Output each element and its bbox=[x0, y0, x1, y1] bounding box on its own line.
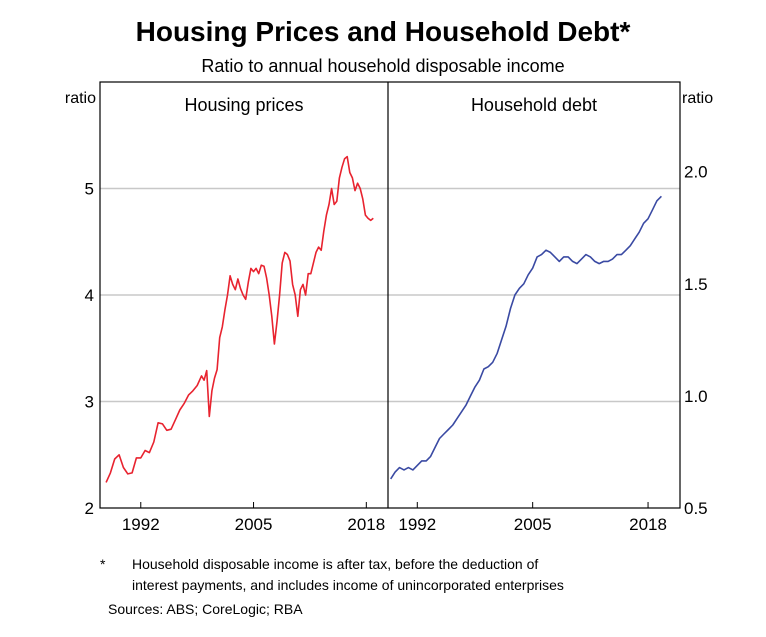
plot-border bbox=[99, 81, 681, 509]
x-tick-label: 1992 bbox=[398, 515, 436, 534]
grid-lines bbox=[100, 187, 680, 403]
footnote: * Household disposable income is after t… bbox=[100, 554, 564, 596]
sources-note: Sources: ABS; CoreLogic; RBA bbox=[108, 601, 303, 617]
y-tick-label-right: 0.5 bbox=[684, 499, 708, 518]
footnote-line-1: Household disposable income is after tax… bbox=[132, 556, 539, 572]
y-tick-label-left: 3 bbox=[85, 393, 94, 412]
x-tick-label: 2005 bbox=[235, 515, 273, 534]
household-debt-line bbox=[390, 195, 662, 480]
x-tick-label: 2018 bbox=[629, 515, 667, 534]
axis-labels: ratio ratio Housing prices Household deb… bbox=[65, 90, 713, 115]
housing-prices-line bbox=[105, 155, 374, 483]
x-tick-label: 1992 bbox=[122, 515, 160, 534]
chart-frame bbox=[99, 81, 681, 509]
y-tick-label-left: 2 bbox=[85, 499, 94, 518]
y-axis-label-right: ratio bbox=[682, 90, 713, 107]
tick-labels: 2 3 4 5 0.5 1.0 1.5 2.0 1992 2005 2018 1992 2005 2018 bbox=[85, 163, 708, 534]
panel-title-household-debt: Household debt bbox=[471, 95, 597, 115]
y-tick-label-right: 2.0 bbox=[684, 163, 708, 182]
y-tick-label-left: 4 bbox=[85, 286, 94, 305]
y-axis-label-left: ratio bbox=[65, 90, 96, 107]
y-tick-label-right: 1.5 bbox=[684, 275, 708, 294]
chart-subtitle: Ratio to annual household disposable inc… bbox=[201, 56, 565, 76]
x-tick-label: 2005 bbox=[514, 515, 552, 534]
chart-title: Housing Prices and Household Debt* bbox=[135, 16, 631, 47]
x-tick-label: 2018 bbox=[347, 515, 385, 534]
y-tick-label-right: 1.0 bbox=[684, 387, 708, 406]
panel-title-housing-prices: Housing prices bbox=[184, 95, 303, 115]
y-tick-label-left: 5 bbox=[85, 180, 94, 199]
footnote-line-2: interest payments, and includes income o… bbox=[132, 577, 564, 593]
footnote-mark: * bbox=[100, 556, 106, 572]
series-lines bbox=[105, 155, 662, 483]
